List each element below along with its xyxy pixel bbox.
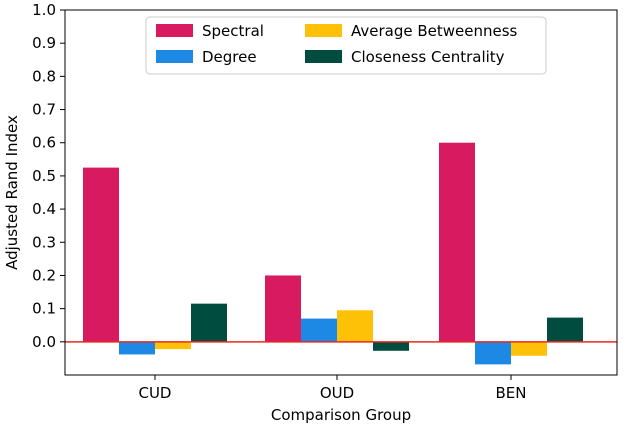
bar-average-betweenness-oud bbox=[337, 310, 373, 342]
y-tick-label: 0.8 bbox=[32, 67, 56, 85]
y-tick-label: 0.4 bbox=[32, 200, 56, 218]
y-tick-label: 1.0 bbox=[32, 1, 56, 19]
x-tick-label-ben: BEN bbox=[496, 384, 527, 402]
bar-closeness-centrality-ben bbox=[547, 317, 583, 342]
bar-degree-oud bbox=[301, 318, 337, 342]
y-axis-label: Adjusted Rand Index bbox=[3, 115, 21, 270]
x-axis-label: Comparison Group bbox=[271, 406, 411, 424]
bar-average-betweenness-cud bbox=[155, 341, 191, 350]
bar-spectral-oud bbox=[265, 275, 301, 342]
bar-closeness-centrality-cud bbox=[191, 303, 227, 342]
y-tick-label: 0.5 bbox=[32, 167, 56, 185]
x-axis: CUD OUD BEN bbox=[138, 375, 527, 402]
x-tick-label-oud: OUD bbox=[320, 384, 354, 402]
legend-box bbox=[145, 16, 547, 75]
bar-degree-cud bbox=[119, 341, 155, 355]
y-tick-label: 0.7 bbox=[32, 101, 56, 119]
y-tick-label: 0.6 bbox=[32, 134, 56, 152]
legend-swatch-average-betweenness bbox=[305, 24, 342, 37]
legend-label-spectral: Spectral bbox=[202, 22, 264, 40]
bar-spectral-ben bbox=[439, 142, 475, 342]
bar-degree-ben bbox=[475, 341, 511, 365]
legend-label-average-betweenness: Average Betweenness bbox=[351, 22, 518, 40]
legend-label-closeness-centrality: Closeness Centrality bbox=[351, 48, 505, 66]
y-tick-label: 0.1 bbox=[32, 300, 56, 318]
y-tick-label: 0.0 bbox=[32, 333, 56, 351]
legend: Spectral Degree Average Betweenness Closene… bbox=[145, 16, 547, 75]
legend-label-degree: Degree bbox=[202, 48, 257, 66]
bar-closeness-centrality-oud bbox=[373, 341, 409, 351]
legend-swatch-spectral bbox=[156, 24, 193, 37]
y-tick-label: 0.2 bbox=[32, 266, 56, 284]
legend-swatch-closeness-centrality bbox=[305, 50, 342, 63]
y-tick-label: 0.3 bbox=[32, 233, 56, 251]
y-axis: 0.0 0.1 0.2 0.3 0.4 0.5 0.6 0.7 0.8 0.9 1.0 bbox=[32, 1, 65, 351]
bar-spectral-cud bbox=[83, 167, 119, 342]
bars-layer bbox=[83, 142, 583, 365]
plot-frame bbox=[64, 9, 618, 376]
y-tick-label: 0.9 bbox=[32, 34, 56, 52]
legend-swatch-degree bbox=[156, 50, 193, 63]
bar-average-betweenness-ben bbox=[511, 341, 547, 356]
x-tick-label-cud: CUD bbox=[138, 384, 171, 402]
